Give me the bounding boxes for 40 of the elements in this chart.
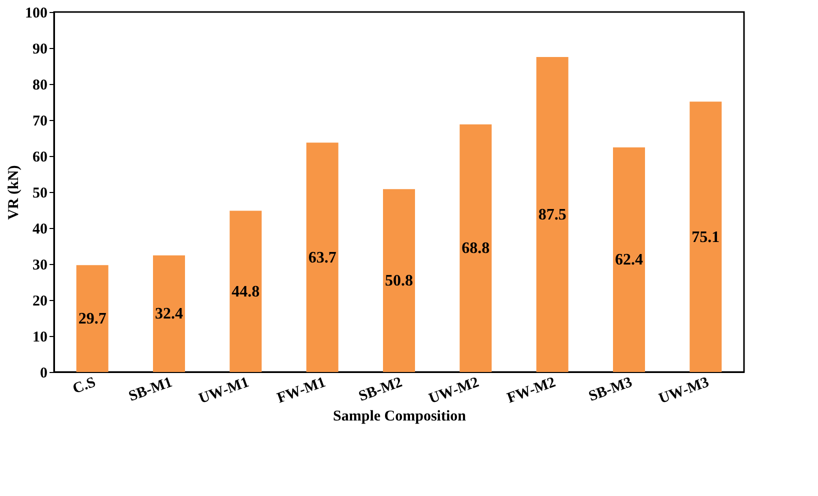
y-tick-label: 0 xyxy=(40,366,48,382)
x-tick-label: SB-M2 xyxy=(356,374,404,405)
data-label: 29.7 xyxy=(78,310,106,328)
data-label: 32.4 xyxy=(155,306,183,323)
data-label: 62.4 xyxy=(615,252,643,269)
y-tick-label: 30 xyxy=(32,258,48,274)
y-tick-label: 100 xyxy=(25,6,48,22)
x-axis-title: Sample Composition xyxy=(333,408,467,424)
x-tick-label: SB-M3 xyxy=(586,374,634,405)
x-tick-label: UW-M2 xyxy=(426,374,482,408)
bar xyxy=(690,102,722,372)
x-tick-label: UW-M3 xyxy=(656,374,712,408)
bar xyxy=(383,189,415,372)
y-tick-label: 90 xyxy=(32,42,48,58)
y-tick-label: 40 xyxy=(32,222,48,238)
x-tick-label: FW-M2 xyxy=(505,374,558,407)
x-tick-label: C.S xyxy=(70,374,98,398)
y-tick-label: 50 xyxy=(32,186,48,202)
data-label: 68.8 xyxy=(462,240,490,258)
data-label: 75.1 xyxy=(692,228,720,246)
y-tick-label: 10 xyxy=(32,330,48,346)
x-tick-label: UW-M1 xyxy=(196,374,252,408)
y-axis-title: VR (kN) xyxy=(6,165,22,220)
bar xyxy=(306,142,338,372)
bar xyxy=(153,255,185,372)
data-label: 63.7 xyxy=(308,249,336,266)
bar xyxy=(460,124,492,372)
y-tick-label: 60 xyxy=(32,150,48,166)
y-tick-label: 70 xyxy=(32,114,48,130)
bar xyxy=(76,265,108,372)
y-tick-label: 80 xyxy=(32,78,48,94)
bar xyxy=(230,210,262,372)
data-label: 87.5 xyxy=(538,206,566,224)
bar xyxy=(613,147,645,372)
data-label: 50.8 xyxy=(385,272,413,290)
y-tick-label: 20 xyxy=(32,294,48,310)
data-label: 44.8 xyxy=(232,283,260,300)
x-tick-label: FW-M1 xyxy=(275,374,328,407)
bar xyxy=(536,57,568,372)
x-tick-label: SB-M1 xyxy=(126,374,174,405)
